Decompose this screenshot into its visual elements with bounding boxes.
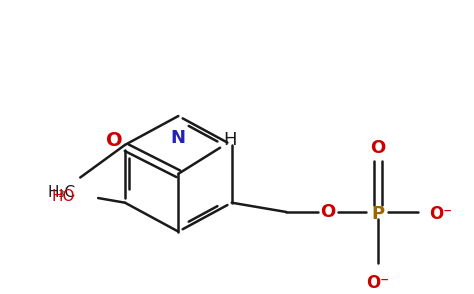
Text: O: O	[106, 131, 123, 150]
Text: H: H	[223, 131, 237, 149]
Text: H₃C: H₃C	[47, 185, 75, 200]
Text: O⁻: O⁻	[366, 275, 389, 293]
Text: P: P	[371, 205, 384, 223]
Text: O⁻: O⁻	[429, 205, 453, 223]
Text: O: O	[320, 203, 336, 221]
Text: HO: HO	[52, 189, 75, 204]
Text: O: O	[370, 139, 385, 157]
Text: N: N	[171, 129, 186, 147]
